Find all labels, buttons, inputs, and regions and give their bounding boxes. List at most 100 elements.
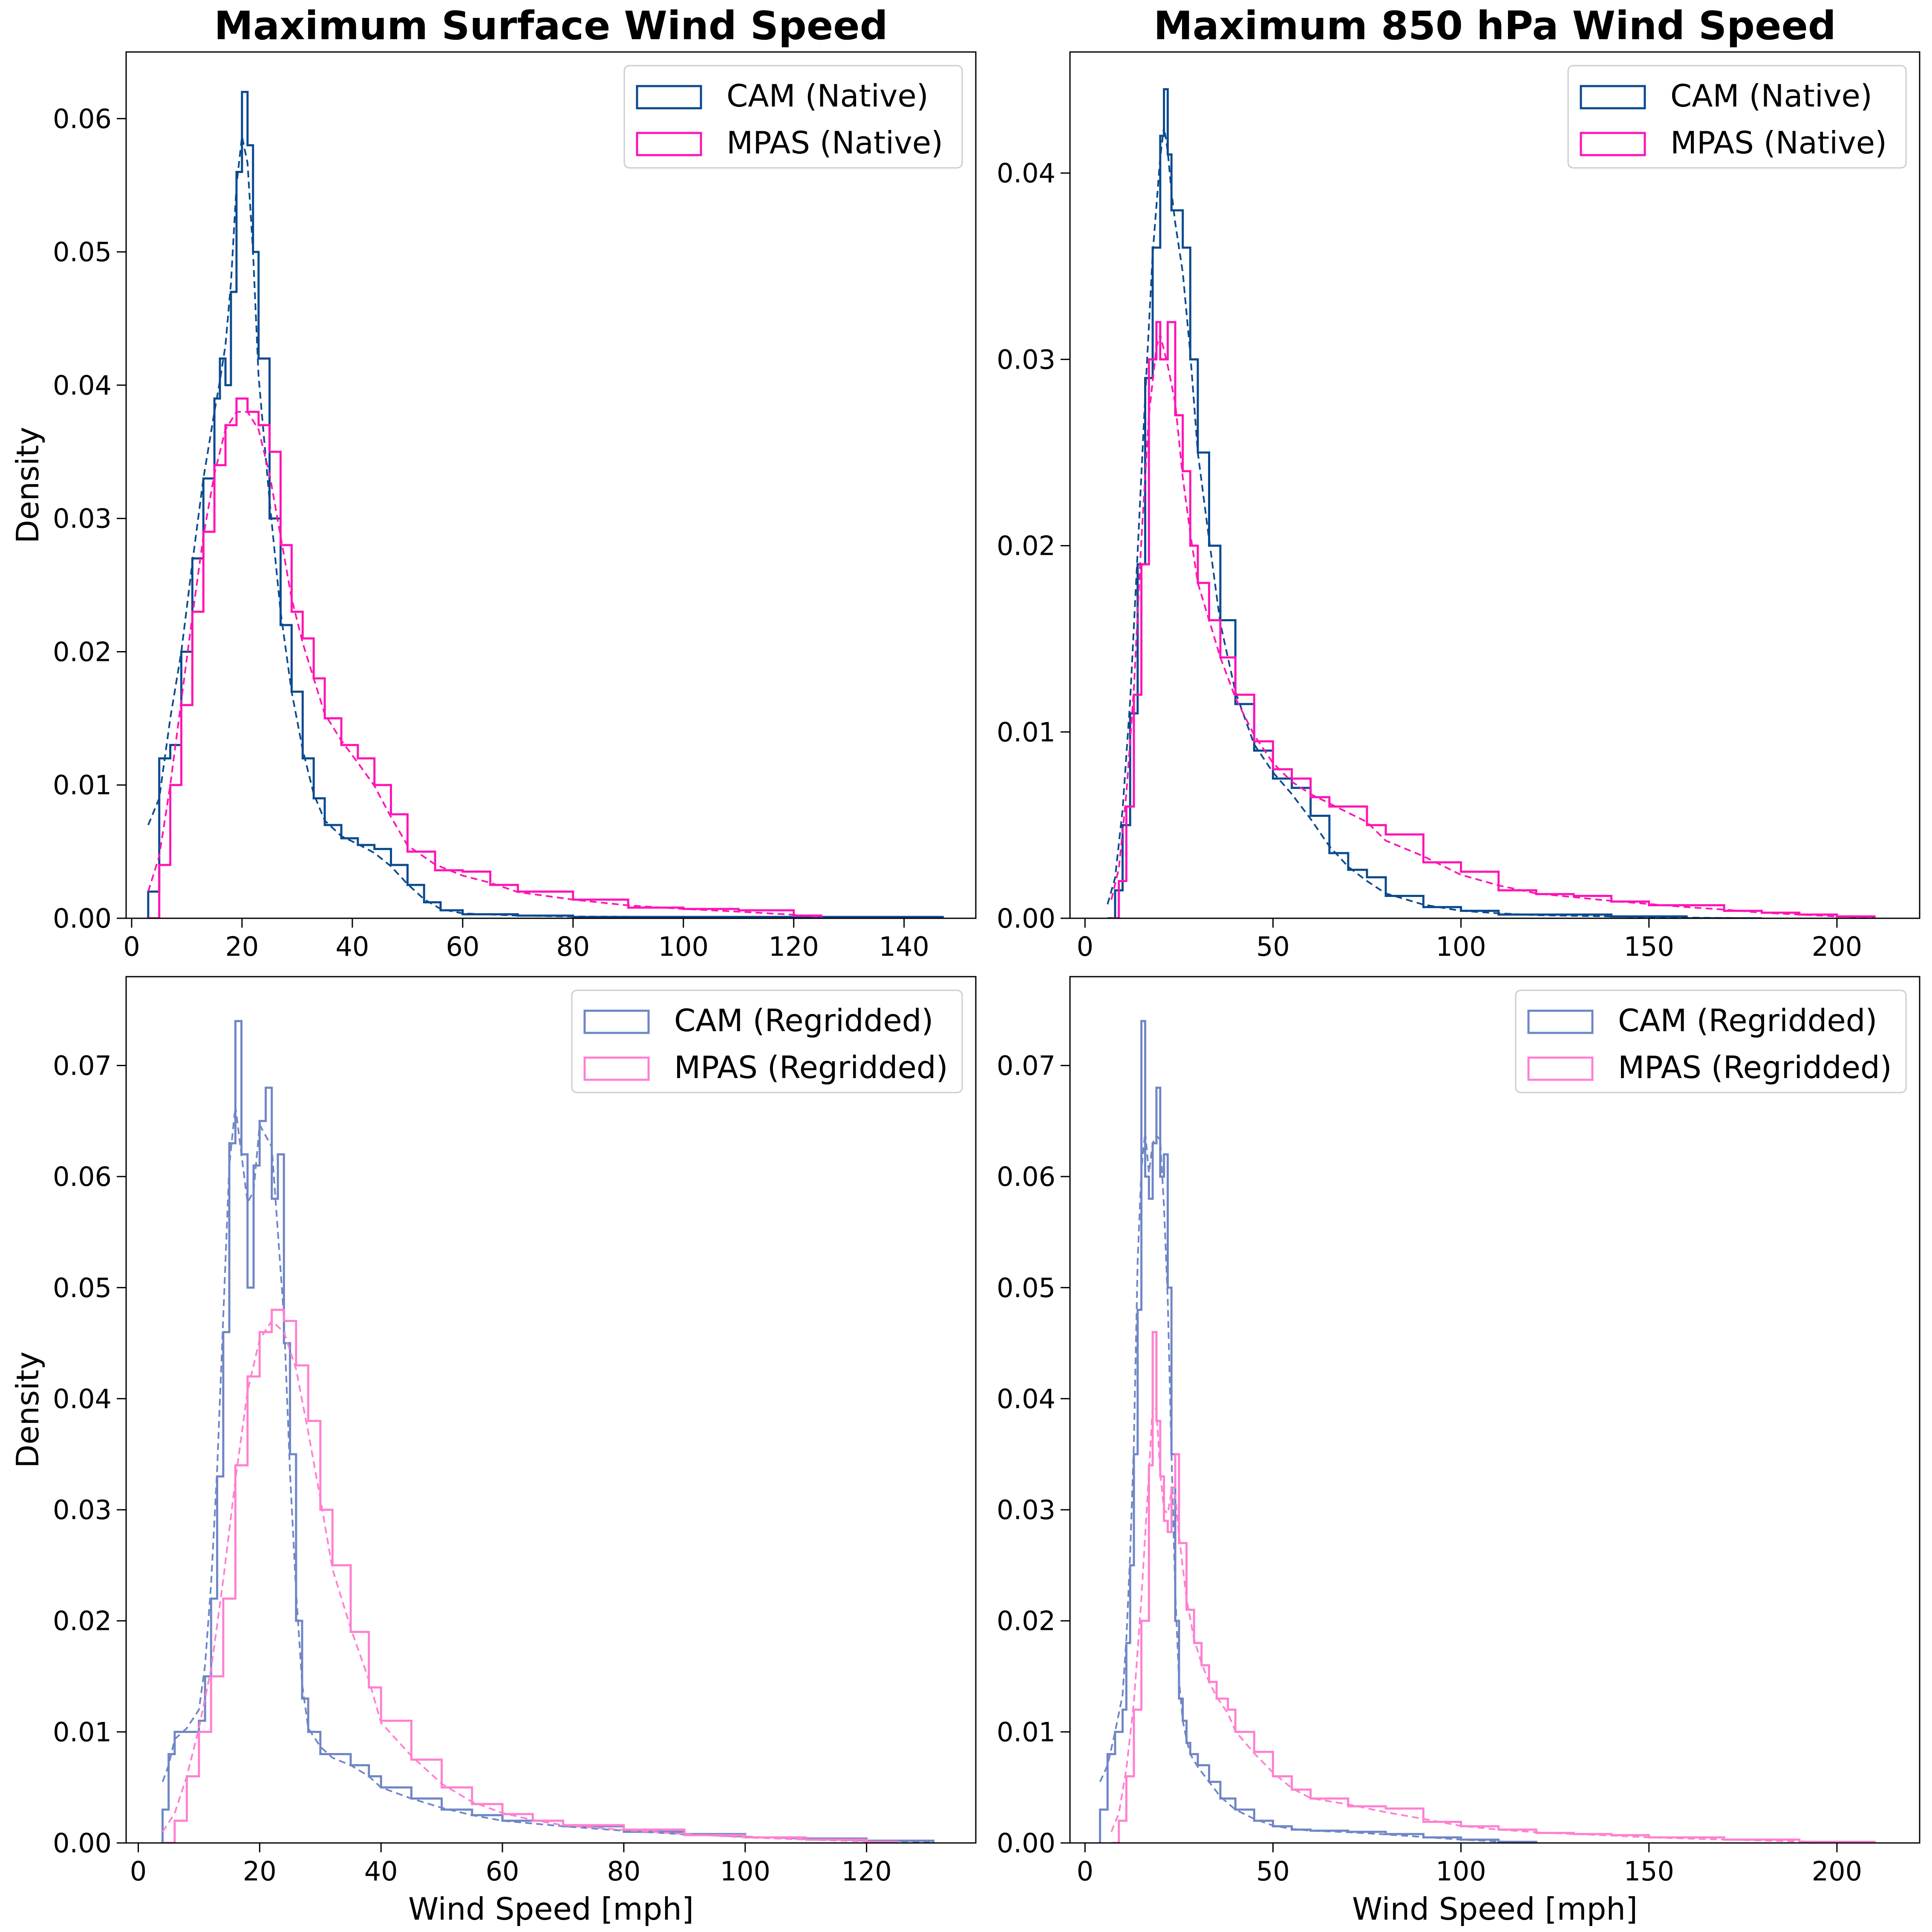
legend-label-mpas-native: MPAS (Native) — [1670, 125, 1887, 161]
legend-swatch-mpas-regridded — [583, 1056, 650, 1081]
histogram-step-mpas-native — [148, 397, 822, 918]
x-tick-label: 120 — [769, 931, 819, 962]
y-tick-label: 0.05 — [53, 1272, 112, 1303]
y-tick-label: 0.04 — [53, 370, 112, 401]
x-tick-label: 40 — [364, 1856, 398, 1887]
y-tick-label: 0.03 — [53, 1494, 112, 1525]
legend-box — [571, 989, 963, 1093]
y-tick-label: 0.07 — [53, 1050, 112, 1081]
panel-4: 0 50 100 150 200 0.00 0.01 0.02 0.03 0.04 0.05 0.06… — [997, 976, 1920, 1927]
y-tick-label: 0.01 — [53, 770, 112, 801]
y-tick-label: 0.02 — [53, 1606, 112, 1637]
x-tick-label: 50 — [1256, 931, 1290, 962]
y-tick-label: 0.04 — [997, 1383, 1055, 1414]
axes-frame — [125, 51, 977, 919]
x-tick-label: 150 — [1624, 1856, 1674, 1887]
legend-label-mpas-regridded: MPAS (Regridded) — [674, 1050, 948, 1085]
x-tick-label: 80 — [556, 931, 590, 962]
panel-data — [1107, 88, 1876, 918]
x-tick-label: 100 — [720, 1856, 770, 1887]
legend: CAM (Native) MPAS (Native) — [1567, 65, 1907, 169]
legend-label-cam-native: CAM (Native) — [1670, 78, 1872, 114]
legend-swatch-mpas-native — [1580, 132, 1646, 156]
y-tick-label: 0.00 — [53, 903, 112, 934]
kde-curve-mpas-native — [1110, 331, 1875, 918]
legend-box — [623, 65, 963, 169]
panels: 0 20 40 60 80 100 120 140 0.00 0.01 0.02 0.03 0.04 0.… — [10, 3, 1920, 1927]
x-tick-label: 100 — [658, 931, 709, 962]
panel-data — [147, 91, 944, 918]
x-tick-label: 200 — [1812, 1856, 1862, 1887]
x-tick-label: 0 — [123, 931, 140, 962]
y-tick-label: 0.05 — [997, 1272, 1055, 1303]
y-tick-label: 0.01 — [53, 1716, 112, 1747]
x-tick-label: 0 — [1077, 931, 1093, 962]
legend-swatch-cam-native — [1580, 85, 1646, 110]
y-tick-label: 0.06 — [997, 1161, 1055, 1192]
y-tick-label: 0.03 — [997, 344, 1055, 375]
panel-title: Maximum Surface Wind Speed — [214, 3, 888, 49]
legend-swatch-cam-native — [636, 85, 702, 110]
y-tick-label: 0.06 — [53, 103, 112, 134]
axes-frame — [1069, 976, 1920, 1844]
x-tick-label: 0 — [130, 1856, 147, 1887]
kde-curve-mpas-regridded — [1110, 1404, 1875, 1843]
axes-frame — [125, 976, 977, 1844]
kde-curve-cam-regridded — [161, 1106, 934, 1843]
legend-label-cam-native: CAM (Native) — [727, 78, 929, 114]
x-tick-label: 40 — [335, 931, 369, 962]
legend-swatch-mpas-native — [636, 132, 702, 156]
x-axis-label: Wind Speed [mph] — [408, 1891, 694, 1927]
axes-frame — [1069, 51, 1920, 919]
legend-swatch-mpas-regridded — [1527, 1056, 1594, 1081]
y-tick-label: 0.01 — [997, 1716, 1055, 1747]
y-tick-label: 0.05 — [53, 236, 112, 268]
kde-curve-mpas-regridded — [161, 1319, 897, 1843]
x-tick-label: 200 — [1812, 931, 1862, 962]
panel-data — [161, 1020, 934, 1843]
legend-box — [1567, 65, 1907, 169]
panel-2: 0 50 100 150 200 0.00 0.01 0.02 0.03 0.04 Maximum … — [997, 3, 1920, 962]
x-tick-label: 140 — [879, 931, 929, 962]
y-tick-label: 0.02 — [53, 636, 112, 667]
legend-label-cam-regridded: CAM (Regridded) — [674, 1003, 934, 1038]
x-axis-label: Wind Speed [mph] — [1352, 1891, 1638, 1927]
histogram-step-mpas-native — [1111, 321, 1876, 918]
x-tick-label: 60 — [446, 931, 479, 962]
x-tick-label: 150 — [1624, 931, 1674, 962]
y-tick-label: 0.04 — [997, 158, 1055, 189]
y-axis-label: Density — [10, 1352, 46, 1468]
legend: CAM (Native) MPAS (Native) — [623, 65, 963, 169]
x-tick-label: 60 — [486, 1856, 519, 1887]
histogram-step-mpas-regridded — [162, 1309, 898, 1843]
legend-label-mpas-regridded: MPAS (Regridded) — [1618, 1050, 1892, 1085]
kde-curve-cam-regridded — [1099, 1132, 1537, 1843]
panel-data — [1099, 1020, 1876, 1843]
legend: CAM (Regridded) MPAS (Regridded) — [571, 989, 963, 1093]
panel-title: Maximum 850 hPa Wind Speed — [1153, 3, 1836, 49]
y-tick-label: 0.00 — [997, 1828, 1055, 1859]
x-tick-label: 80 — [607, 1856, 640, 1887]
kde-curve-mpas-native — [147, 411, 822, 918]
y-tick-label: 0.02 — [997, 1606, 1055, 1637]
y-tick-label: 0.01 — [997, 717, 1055, 748]
y-tick-label: 0.03 — [53, 503, 112, 534]
x-tick-label: 100 — [1436, 1856, 1486, 1887]
legend-label-mpas-native: MPAS (Native) — [727, 125, 943, 161]
kde-curve-cam-native — [147, 136, 943, 918]
histogram-step-cam-native — [1107, 88, 1762, 918]
x-tick-label: 20 — [225, 931, 259, 962]
panel-1: 0 20 40 60 80 100 120 140 0.00 0.01 0.02 0.03 0.04 0.… — [10, 3, 977, 962]
y-tick-label: 0.00 — [53, 1828, 112, 1859]
y-tick-label: 0.06 — [53, 1161, 112, 1192]
x-tick-label: 120 — [841, 1856, 891, 1887]
panel-3: 0 20 40 60 80 100 120 0.00 0.01 0.02 0.03 0.04 0.05 0… — [10, 976, 977, 1927]
legend-label-cam-regridded: CAM (Regridded) — [1618, 1003, 1877, 1038]
y-tick-label: 0.07 — [997, 1050, 1055, 1081]
legend-box — [1515, 989, 1907, 1093]
x-tick-label: 20 — [243, 1856, 277, 1887]
x-tick-label: 100 — [1436, 931, 1486, 962]
y-tick-label: 0.03 — [997, 1494, 1055, 1525]
